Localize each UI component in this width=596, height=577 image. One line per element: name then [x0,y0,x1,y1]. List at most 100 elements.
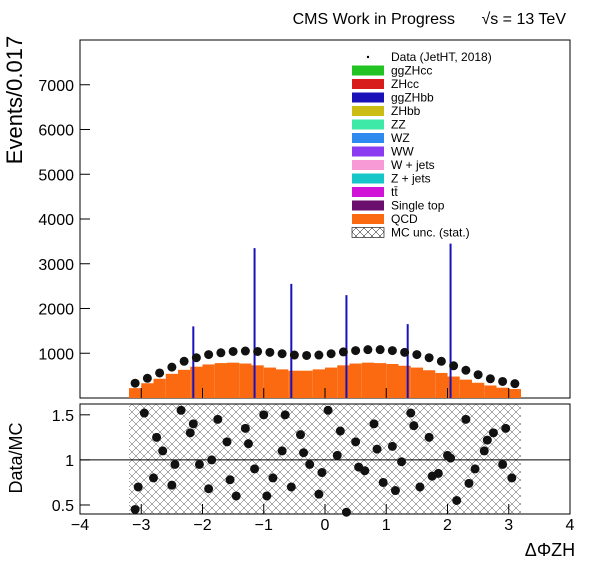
ratio-point [317,468,327,478]
ratio-point [167,480,177,490]
ratio-point [415,482,425,492]
data-point [485,374,495,384]
ratio-y-axis: 0.5 1 1.5 [52,408,90,515]
ratio-point [299,448,309,458]
qcd-bar [239,363,252,398]
legend-label: WZ [391,131,410,145]
qcd-bar [165,373,178,398]
legend-label: ggZHbb [391,91,434,105]
qcd-bar [484,385,497,398]
ratio-point [314,489,324,499]
qcd-bar [435,372,448,398]
ratio-y-tick-label: 1.5 [52,408,74,425]
ratio-point [335,426,345,436]
legend-swatch [352,146,384,157]
y-tick-label: 7000 [38,78,74,95]
data-point [155,368,165,378]
qcd-bar [349,363,362,398]
qcd-bar [178,369,191,398]
ratio-point [231,491,241,501]
legend-label: QCD [391,212,418,226]
data-point [240,346,250,356]
qcd-bar [374,363,387,398]
legend-label: WW [391,145,414,159]
qcd-bar [288,370,301,398]
ratio-point [351,437,361,447]
ratio-point [176,405,186,415]
qcd-bar [202,364,215,398]
ratio-x-tick-label: 4 [566,517,575,534]
data-point [326,349,336,359]
data-point [461,365,471,375]
ratio-point [387,441,397,451]
qcd-bar [508,389,521,398]
legend-swatch [352,187,384,197]
data-point [216,348,226,358]
ratio-point [213,414,223,424]
ratio-point [341,507,351,517]
legend-swatch [352,200,384,211]
data-point [473,370,483,380]
main-y-label: Events/0.017 [2,36,27,164]
legend-label: Data (JetHT, 2018) [391,50,492,64]
legend-swatch [352,160,384,170]
qcd-bar [447,376,460,398]
ratio-point [424,432,434,442]
legend: Data (JetHT, 2018)ggZHccZHccggZHbbZHbbZZ… [351,50,492,240]
legend-swatch [352,92,384,103]
ratio-point [259,410,269,420]
qcd-bar [214,363,227,398]
ratio-point [461,414,471,424]
ratio-point [139,408,149,418]
qcd-bar [410,367,423,398]
ratio-point [185,428,195,438]
ratio-point [406,408,416,418]
ratio-point [390,486,400,496]
ratio-point [286,482,296,492]
ratio-point [498,459,508,469]
ratio-point [409,421,419,431]
data-point [142,373,152,383]
data-point [387,346,397,356]
legend-swatch [352,133,384,143]
qcd-bar [153,378,166,398]
data-point [191,353,201,363]
qcd-bar [325,367,338,398]
qcd-bar [386,363,399,398]
ratio-point [507,473,517,483]
qcd-bar [227,362,240,398]
qcd-bar [312,369,325,398]
data-point [179,356,189,366]
qcd-bar [398,365,411,398]
ratio-x-tick-label: −4 [71,517,89,534]
ratio-points [130,405,517,517]
ratio-point [170,459,180,469]
ratio-point [243,439,253,449]
data-point [424,353,434,363]
ratio-x-axis: −4 −3 −2 −1 0 1 2 3 4 [71,504,575,534]
ratio-y-tick-label: 0.5 [52,498,74,515]
main-histogram [129,243,521,398]
ratio-point [501,423,511,433]
data-point [204,350,214,360]
ratio-point [225,475,235,485]
ratio-point [262,491,272,501]
legend-marker [366,55,370,59]
ratio-point [280,410,290,420]
data-point [130,378,140,388]
ratio-point [222,437,232,447]
legend-swatch [352,214,384,224]
qcd-bar [276,369,289,398]
ratio-point [464,478,474,488]
ratio-point [149,473,158,483]
legend-swatch [352,119,384,130]
ratio-point [188,419,198,429]
data-point [498,376,508,386]
legend-label: ZHbb [391,104,421,118]
ratio-panel: 0.5 1 1.5 −4 −3 −2 −1 0 1 2 3 4 Data/MC ΔΦZH [6,403,575,560]
legend-label: tt̄ [391,185,398,199]
ratio-point [158,446,168,456]
data-point [338,347,348,357]
legend-hatch [351,227,385,238]
